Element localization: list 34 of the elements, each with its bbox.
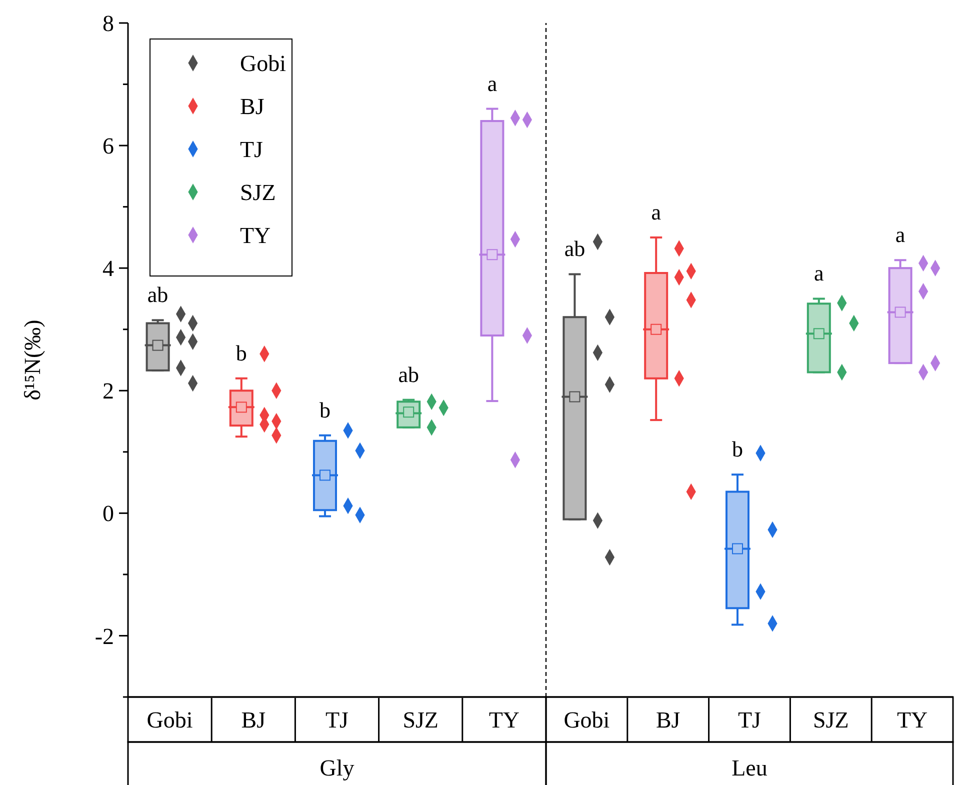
x-axis-title: Gly — [320, 756, 355, 781]
annotation: ab — [398, 362, 419, 387]
annotation: b — [732, 436, 743, 462]
legend-label: TY — [240, 223, 272, 248]
x-tick-label: TY — [896, 708, 928, 733]
x-tick-label: TJ — [738, 708, 762, 733]
x-axis-title: Leu — [732, 756, 768, 781]
legend-label: BJ — [240, 94, 264, 120]
annotation: b — [236, 340, 247, 366]
annotation: ab — [147, 282, 168, 308]
legend-label: TJ — [240, 137, 264, 162]
y-tick-label: 2 — [102, 378, 114, 404]
y-tick-label: 6 — [102, 134, 114, 159]
x-tick-label: TJ — [326, 708, 349, 733]
x-tick-label: Gobi — [564, 708, 610, 733]
legend-label: SJZ — [240, 180, 276, 206]
legend-label: Gobi — [240, 51, 286, 76]
annotation: a — [895, 222, 906, 248]
x-tick-label: SJZ — [813, 708, 849, 733]
annotation: a — [487, 70, 498, 96]
annotation: ab — [564, 236, 586, 262]
annotation: b — [320, 397, 330, 422]
y-tick-label: 0 — [102, 501, 114, 526]
x-tick-label: SJZ — [402, 708, 438, 733]
x-tick-label: BJ — [656, 708, 680, 733]
x-tick-label: Gobi — [146, 708, 193, 733]
y-tick-label: -2 — [94, 624, 114, 649]
annotation: a — [814, 260, 824, 286]
annotation: a — [651, 199, 662, 224]
y-axis-title: δ¹⁵N(‰) — [20, 320, 45, 400]
x-tick-label: BJ — [241, 708, 266, 733]
y-tick-label: 8 — [102, 11, 114, 36]
x-tick-label: TY — [488, 708, 520, 733]
y-tick-label: 4 — [102, 256, 114, 282]
